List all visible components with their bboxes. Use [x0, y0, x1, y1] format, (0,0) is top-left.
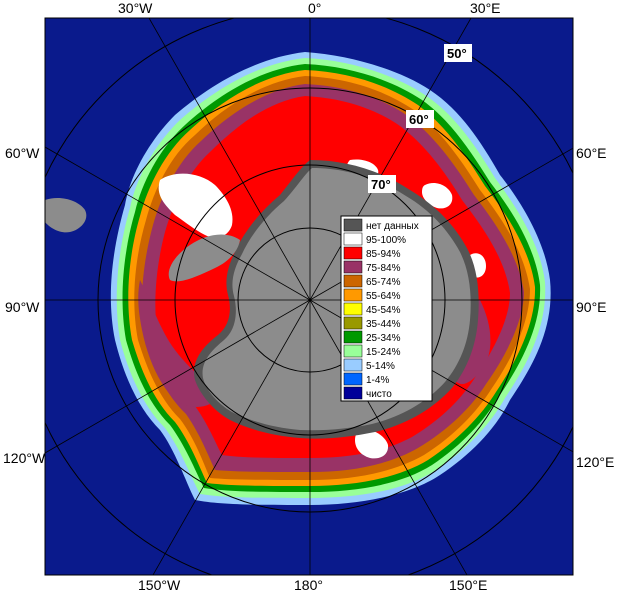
ice-zone-95-100-east — [422, 183, 453, 209]
lat-label-50-box — [444, 44, 472, 62]
lat-label-50: 50° — [447, 46, 467, 61]
lat-label-60-box — [406, 110, 434, 128]
lat-label-70-box — [368, 175, 396, 193]
lon-label-0: 0° — [308, 0, 321, 16]
lon-label-150e: 150°E — [449, 577, 487, 593]
lon-label-180: 180° — [294, 577, 323, 593]
legend-label: чисто — [366, 389, 392, 400]
legend-label: 85-94% — [366, 249, 401, 260]
legend-label: 45-54% — [366, 305, 401, 316]
lon-label-30e: 30°E — [470, 0, 501, 16]
lon-label-150w: 150°W — [138, 577, 181, 593]
lon-label-60e: 60°E — [576, 145, 607, 161]
legend-swatch — [343, 316, 363, 330]
lat-label-60: 60° — [409, 112, 429, 127]
ice-zone-75-84-inner — [138, 280, 220, 407]
lon-label-120e: 120°E — [576, 454, 614, 470]
legend-swatch — [343, 330, 363, 344]
south-america-land — [45, 198, 87, 233]
legend-swatch — [343, 386, 363, 400]
legend: нет данных 95-100% 85-94% 75-84% 65-74% 55-64… — [340, 215, 433, 402]
antarctic-peninsula — [168, 234, 240, 282]
legend-swatch — [343, 246, 363, 260]
legend-label: 15-24% — [366, 347, 401, 358]
legend-label: 55-64% — [366, 291, 401, 302]
legend-label: 95-100% — [366, 235, 406, 246]
legend-label: нет данных — [366, 221, 419, 232]
lon-label-90e: 90°E — [576, 299, 607, 315]
map-frame — [44, 17, 574, 576]
legend-label: 35-44% — [366, 319, 401, 330]
legend-label: 65-74% — [366, 277, 401, 288]
legend-swatch — [343, 274, 363, 288]
legend-swatch — [343, 302, 363, 316]
legend-label: 75-84% — [366, 263, 401, 274]
lon-label-30w: 30°W — [118, 0, 153, 16]
lon-label-60w: 60°W — [5, 145, 40, 161]
lon-label-120w: 120°W — [3, 450, 46, 466]
legend-label: 25-34% — [366, 333, 401, 344]
ice-zone-95-100-weddell — [158, 173, 233, 238]
lon-label-90w: 90°W — [5, 299, 40, 315]
legend-swatch — [343, 344, 363, 358]
legend-swatch — [343, 288, 363, 302]
legend-swatch — [343, 232, 363, 246]
legend-label: 5-14% — [366, 361, 395, 372]
legend-swatch — [343, 372, 363, 386]
legend-swatch — [343, 218, 363, 232]
legend-label: 1-4% — [366, 375, 389, 386]
lat-label-70: 70° — [371, 177, 391, 192]
legend-swatch — [343, 358, 363, 372]
ice-zone-95-100-ross2 — [355, 429, 389, 459]
legend-swatch — [343, 260, 363, 274]
